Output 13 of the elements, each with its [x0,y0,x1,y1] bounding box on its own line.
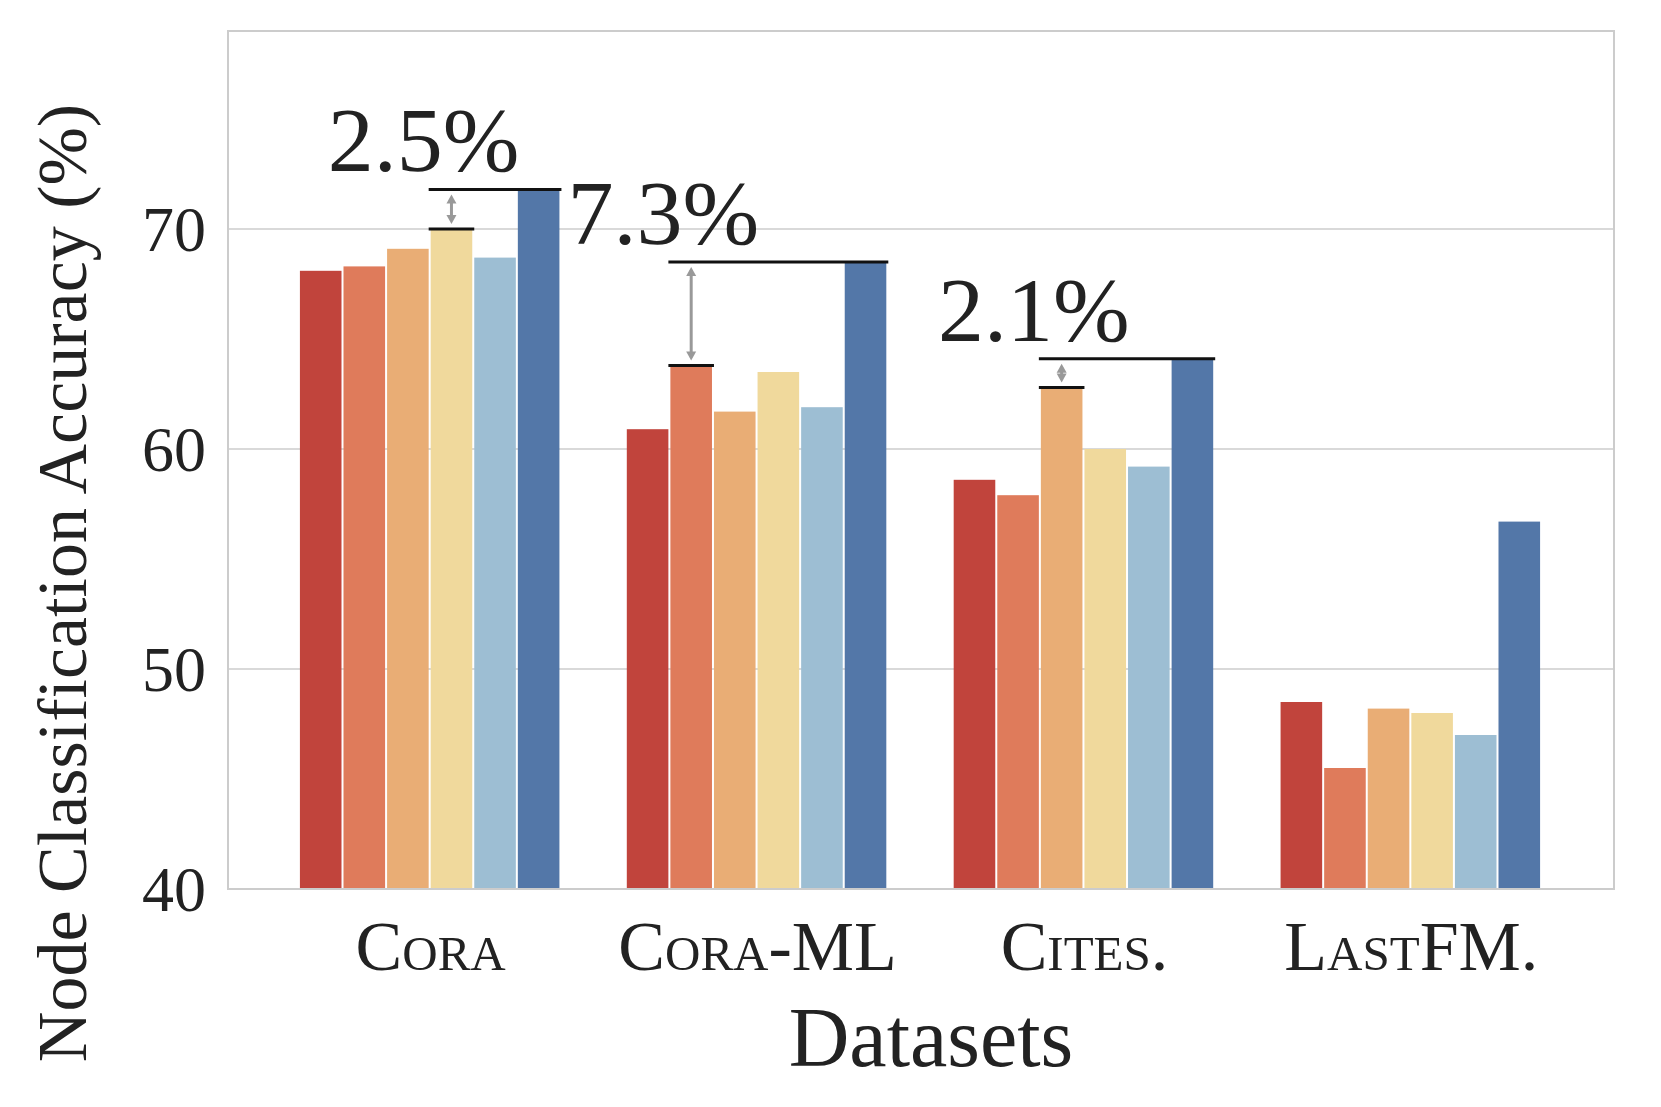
y-axis-title: Node Classification Accuracy (%) [24,103,101,1063]
annotation: 2.1% [938,258,1130,361]
annotation: 2.5% [327,89,520,192]
y-tick-label: 70 [142,194,206,266]
x-tick-label: LastFM. [1284,908,1539,985]
x-tick-label: Cites. [1000,908,1169,985]
y-tick-label: 40 [142,854,206,926]
x-tick-label: Cora [355,908,507,985]
x-tick-label: Cora-ML [618,908,897,985]
y-tick-label: 50 [142,634,206,706]
y-tick-label: 60 [142,414,206,486]
annotation: 7.3% [567,162,760,264]
x-axis-title: Datasets [788,991,1074,1084]
